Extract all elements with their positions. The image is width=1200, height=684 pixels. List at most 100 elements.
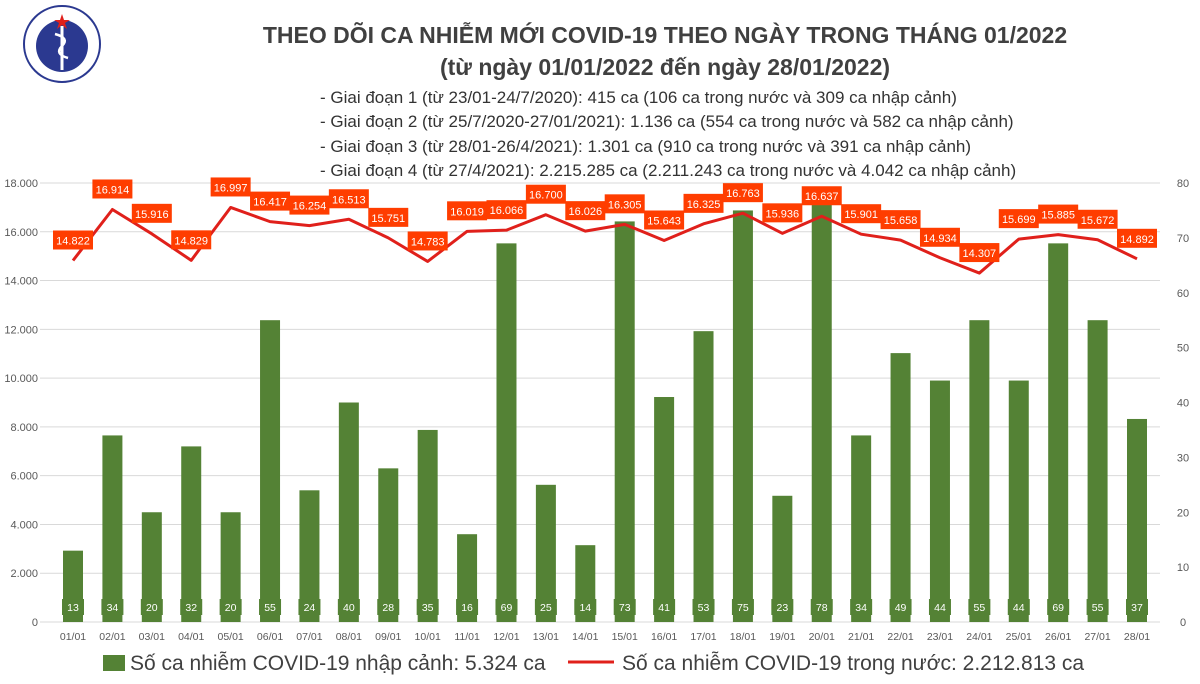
stage-3-text: - Giai đoạn 3 (từ 28/01-26/4/2021): 1.30…	[320, 137, 972, 156]
line-label-bg	[92, 179, 133, 199]
x-axis-tick: 03/01	[139, 631, 165, 643]
line-label: 15.643	[647, 215, 681, 227]
x-axis-tick: 23/01	[927, 631, 953, 643]
x-axis-tick: 06/01	[257, 631, 283, 643]
bar-label: 20	[225, 602, 237, 614]
bar-label-bg	[62, 599, 84, 615]
stage-1-text: - Giai đoạn 1 (từ 23/01-24/7/2020): 415 …	[320, 88, 957, 107]
stage-4-text: - Giai đoạn 4 (từ 27/4/2021): 2.215.285 …	[320, 161, 1017, 180]
bar	[969, 320, 990, 622]
bar-label: 78	[816, 602, 828, 614]
left-axis-tick: 2.000	[10, 568, 38, 580]
bar-label-bg	[298, 599, 321, 615]
line-label-bg	[328, 189, 369, 209]
left-axis-tick: 8.000	[10, 422, 38, 434]
line-label-bg	[998, 209, 1039, 229]
bar-label-bg	[101, 599, 124, 615]
bar	[732, 210, 753, 622]
x-axis-tick: 08/01	[336, 631, 362, 643]
bar-label-bg	[416, 599, 439, 615]
line-label: 16.305	[608, 199, 642, 211]
x-axis-tick: 26/01	[1045, 631, 1071, 643]
legend-line-label: Số ca nhiễm COVID-19 trong nước: 2.212.8…	[622, 652, 1084, 675]
x-axis-tick: 27/01	[1084, 631, 1110, 643]
left-axis-tick: 0	[32, 617, 38, 629]
bar-label: 14	[579, 602, 591, 614]
bar-label-bg	[1007, 599, 1030, 615]
line-label-bg	[210, 177, 251, 197]
bar	[220, 512, 241, 622]
chart-title: THEO DÕI CA NHIỄM MỚI COVID-19 THEO NGÀY…	[262, 22, 1068, 48]
bar	[338, 402, 359, 622]
bar	[1008, 380, 1029, 622]
line-label-bg	[171, 230, 212, 250]
bar-label-bg	[377, 599, 400, 615]
line-label-bg	[1038, 204, 1079, 224]
bar-label: 75	[737, 602, 749, 614]
bar-label-bg	[692, 599, 715, 615]
bar-label: 16	[461, 602, 473, 614]
line-label-bg	[131, 203, 172, 223]
bar-label: 53	[698, 602, 710, 614]
line-label-bg	[841, 204, 882, 224]
line-label-bg	[762, 203, 803, 223]
bar-label-bg	[810, 599, 833, 615]
x-axis-tick: 17/01	[690, 631, 716, 643]
left-axis-tick: 18.000	[4, 178, 38, 190]
right-axis-tick: 10	[1177, 562, 1189, 574]
bar-label: 73	[619, 602, 631, 614]
x-axis-tick: 18/01	[730, 631, 756, 643]
line-label-bg	[289, 195, 330, 215]
line-label-bg	[1077, 209, 1118, 229]
bar-label: 20	[146, 602, 158, 614]
line-label: 14.829	[174, 235, 208, 247]
line-label-bg	[447, 201, 488, 221]
line-label: 14.892	[1120, 234, 1154, 246]
line-label: 16.325	[687, 199, 721, 211]
x-axis-tick: 24/01	[966, 631, 992, 643]
line-label-bg	[368, 207, 409, 227]
right-axis-tick: 0	[1180, 617, 1186, 629]
bar-label: 55	[1092, 602, 1104, 614]
x-axis-tick: 11/01	[454, 631, 480, 643]
x-axis-tick: 01/01	[60, 631, 86, 643]
line-label: 15.672	[1081, 215, 1115, 227]
bar-label-bg	[180, 599, 203, 615]
x-axis-tick: 22/01	[887, 631, 913, 643]
x-axis-tick: 02/01	[99, 631, 125, 643]
bar-label: 69	[501, 602, 513, 614]
bar	[417, 429, 438, 622]
left-axis-tick: 14.000	[4, 276, 38, 288]
bar-label: 44	[1013, 602, 1025, 614]
line-label-bg	[959, 243, 1000, 263]
x-axis-tick: 07/01	[296, 631, 322, 643]
line-label-bg	[250, 191, 291, 211]
bar-label-bg	[456, 599, 479, 615]
left-axis-tick: 6.000	[10, 471, 38, 483]
bar-label-bg	[850, 599, 873, 615]
line-label: 16.700	[529, 190, 563, 202]
line-label-bg	[407, 231, 448, 251]
bar-label: 24	[304, 602, 316, 614]
bar-label-bg	[968, 599, 991, 615]
bar	[772, 495, 793, 622]
bar	[693, 331, 714, 622]
bar	[378, 468, 399, 622]
bar-label-bg	[140, 599, 163, 615]
line-label-bg	[53, 230, 93, 250]
line-label-bg	[644, 210, 685, 230]
bar-label: 34	[855, 602, 867, 614]
bar	[851, 435, 872, 622]
bar-label-bg	[653, 599, 676, 615]
line-series	[71, 205, 1138, 275]
bar-label-bg	[337, 599, 360, 615]
bar-label-bg	[731, 599, 754, 615]
right-axis-tick: 50	[1177, 343, 1189, 355]
line-label: 16.914	[96, 184, 130, 196]
line-label-bg	[801, 186, 842, 206]
bar-label: 69	[1052, 602, 1064, 614]
bar-label: 55	[974, 602, 986, 614]
bar	[535, 484, 556, 622]
bar-label-bg	[889, 599, 912, 615]
